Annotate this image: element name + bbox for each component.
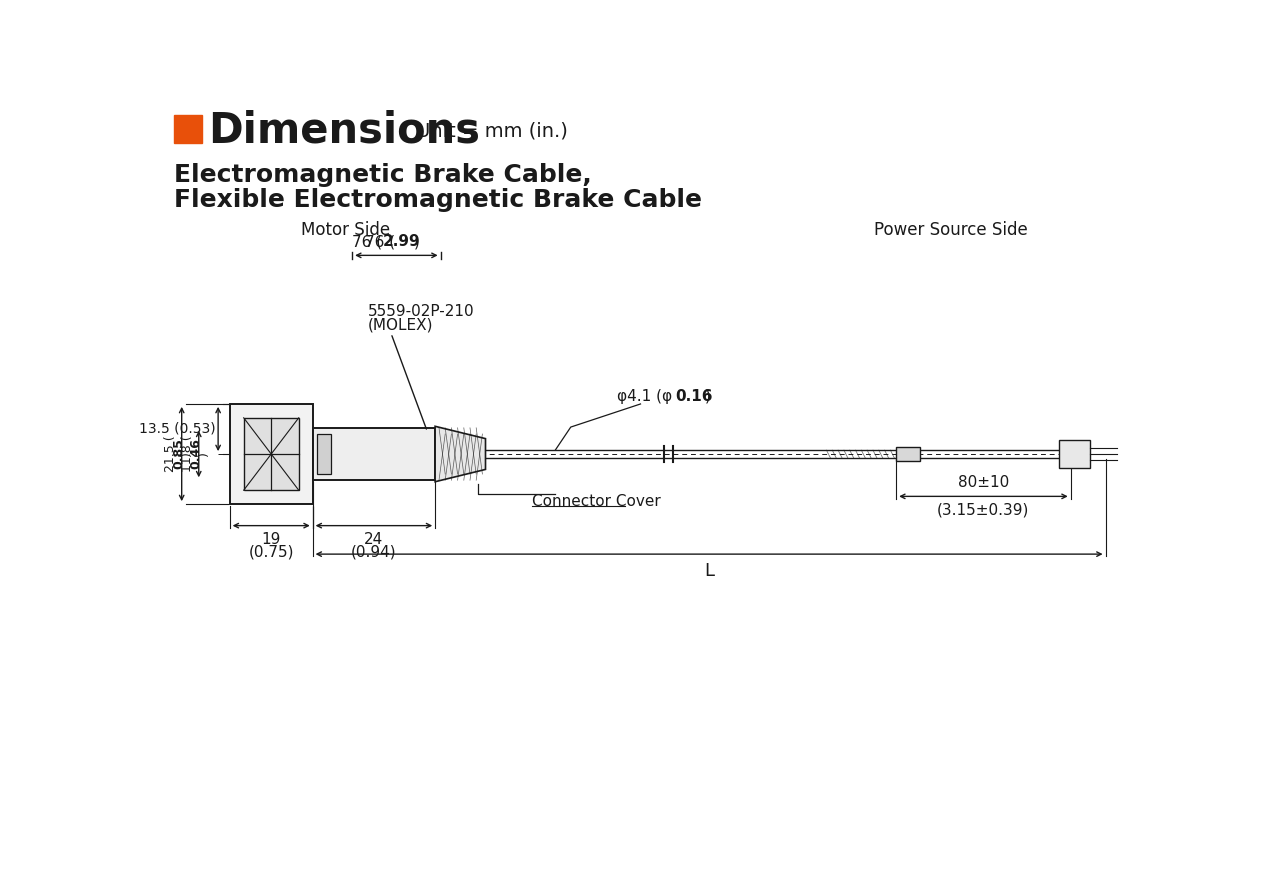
Text: 0.85: 0.85: [172, 438, 186, 470]
Bar: [174, 116, 202, 143]
Text: 21.5 (: 21.5 (: [164, 435, 178, 472]
Text: (0.75): (0.75): [248, 544, 294, 559]
Text: Motor Side: Motor Side: [301, 221, 390, 239]
Text: Power Source Side: Power Source Side: [874, 221, 1028, 239]
Text: L: L: [704, 562, 714, 580]
Text: ): ): [180, 452, 193, 456]
Text: Dimensions: Dimensions: [209, 109, 480, 151]
Bar: [312, 428, 435, 480]
Text: 11.8 (: 11.8 (: [182, 435, 195, 472]
Bar: [1059, 440, 1091, 468]
Text: (MOLEX): (MOLEX): [367, 318, 433, 332]
Bar: [229, 404, 312, 504]
Text: 5559-02P-210: 5559-02P-210: [367, 304, 475, 319]
Text: (3.15±0.39): (3.15±0.39): [937, 503, 1029, 518]
Text: (0.94): (0.94): [351, 544, 397, 559]
Text: ): ): [705, 389, 710, 404]
Text: Flexible Electromagnetic Brake Cable: Flexible Electromagnetic Brake Cable: [174, 187, 701, 211]
Text: ): ): [197, 452, 210, 456]
Text: φ4.1 (φ: φ4.1 (φ: [617, 389, 672, 404]
Text: ): ): [413, 234, 420, 249]
Bar: [317, 434, 332, 474]
Text: 19: 19: [261, 532, 280, 547]
Text: 80±10: 80±10: [957, 475, 1009, 490]
Text: 0.46: 0.46: [189, 438, 202, 470]
Text: 13.5 (0.53): 13.5 (0.53): [140, 422, 216, 436]
Bar: [896, 447, 919, 461]
Text: 76 (: 76 (: [365, 234, 394, 249]
Text: 24: 24: [365, 532, 384, 547]
Text: Connector Cover: Connector Cover: [532, 494, 660, 509]
Text: 2.99: 2.99: [383, 234, 420, 249]
Text: 0.16: 0.16: [676, 389, 713, 404]
Polygon shape: [435, 426, 485, 482]
Text: Unit = mm (in.): Unit = mm (in.): [416, 121, 567, 140]
Bar: [243, 418, 298, 490]
Text: Electromagnetic Brake Cable,: Electromagnetic Brake Cable,: [174, 163, 591, 187]
Text: 76 (: 76 (: [352, 234, 383, 249]
